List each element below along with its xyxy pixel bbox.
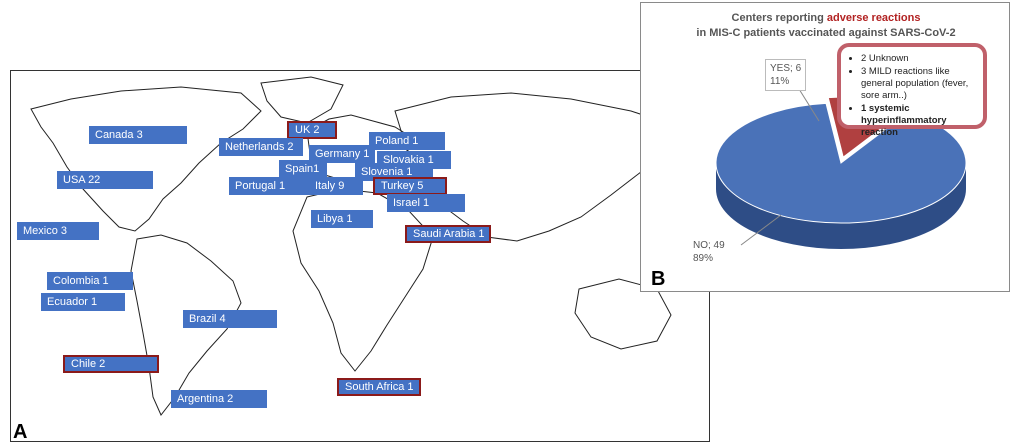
adverse-reaction-callout: 2 Unknown 3 MILD reactions like general … xyxy=(837,43,987,138)
chart-title-highlight: adverse reactions xyxy=(826,12,921,24)
chart-title-part: in MIS-C patients vaccinated against SAR… xyxy=(696,27,956,39)
pie-slice-no xyxy=(715,102,967,224)
country-label: Germany 1 xyxy=(309,145,375,163)
country-label: Turkey 5 xyxy=(373,177,447,195)
north-america-outline xyxy=(30,86,262,232)
country-label: Portugal 1 xyxy=(229,177,309,195)
leader-line-no xyxy=(740,214,782,246)
pie-side-wall xyxy=(716,163,966,249)
callout-item-mild: 3 MILD reactions like general population… xyxy=(861,66,975,102)
country-label: Canada 3 xyxy=(89,126,187,144)
country-label: South Africa 1 xyxy=(337,378,421,396)
country-label: Spain1 xyxy=(279,160,327,178)
south-america-outline xyxy=(130,234,242,416)
country-label: Mexico 3 xyxy=(17,222,99,240)
country-label: Italy 9 xyxy=(309,177,363,195)
country-label: UK 2 xyxy=(287,121,337,139)
country-label: USA 22 xyxy=(57,171,153,189)
panel-letter-a: A xyxy=(13,421,28,443)
slice-label-no-percent: 89% xyxy=(693,253,714,264)
country-label: Netherlands 2 xyxy=(219,138,303,156)
callout-item-systemic: 1 systemic hyperinflammatory reaction xyxy=(861,103,975,139)
chart-title-part: Centers reporting xyxy=(731,12,827,24)
australia-outline xyxy=(574,278,672,350)
country-label: Israel 1 xyxy=(387,194,465,212)
country-label: Ecuador 1 xyxy=(41,293,125,311)
slice-label-no-text: NO; 49 xyxy=(693,240,725,251)
country-label: Libya 1 xyxy=(311,210,373,228)
country-label: Saudi Arabia 1 xyxy=(405,225,491,243)
slice-label-no: NO; 49 89% xyxy=(693,239,725,265)
callout-item-unknown: 2 Unknown xyxy=(861,53,975,65)
leader-line-yes xyxy=(798,88,820,122)
panel-letter-b: B xyxy=(651,268,666,290)
pie-chart-panel: Centers reporting adverse reactions in M… xyxy=(640,2,1010,292)
country-label: Brazil 4 xyxy=(183,310,277,328)
country-label: Slovenia 1 xyxy=(355,163,433,181)
world-map-panel: Canada 3 USA 22 Mexico 3 Colombia 1 Ecuador … xyxy=(10,70,710,443)
country-label: Poland 1 xyxy=(369,132,445,150)
slice-label-yes-text: YES; 6 xyxy=(770,63,802,74)
slice-label-yes-percent: 11% xyxy=(770,76,790,87)
country-label: Chile 2 xyxy=(63,355,159,373)
chart-title: Centers reporting adverse reactions in M… xyxy=(641,11,1011,41)
country-label: Colombia 1 xyxy=(47,272,133,290)
greenland-outline xyxy=(260,76,344,124)
slice-label-yes: YES; 6 11% xyxy=(765,59,807,91)
country-label: Argentina 2 xyxy=(171,390,267,408)
